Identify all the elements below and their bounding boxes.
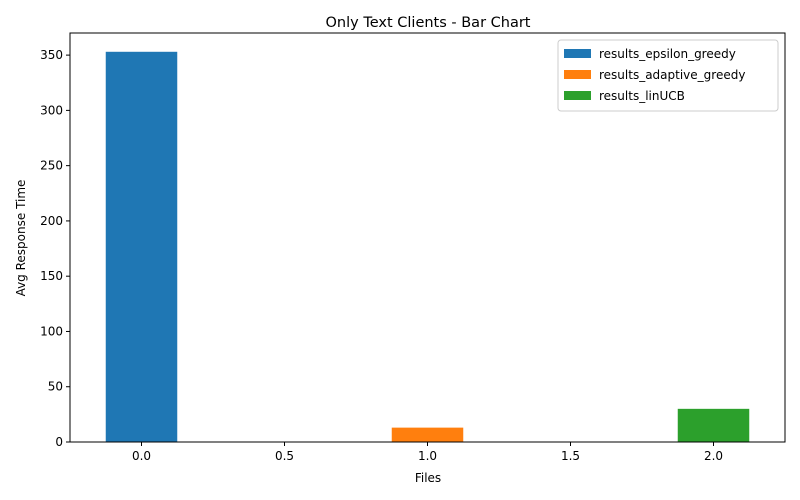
y-tick-label: 100 — [40, 324, 63, 338]
bar-results-epsilon-greedy — [105, 51, 178, 442]
x-tick-label: 1.0 — [418, 449, 437, 463]
plot-frame — [69, 32, 786, 443]
bars-group — [105, 51, 750, 442]
y-tick-label: 350 — [40, 48, 63, 62]
y-tick-label: 150 — [40, 269, 63, 283]
y-tick-label: 0 — [55, 435, 63, 449]
bar-results-adaptive-greedy — [391, 427, 464, 442]
y-tick-label: 250 — [40, 159, 63, 173]
legend-label: results_adaptive_greedy — [599, 68, 745, 82]
legend-swatch — [564, 91, 591, 100]
y-tick-label: 200 — [40, 214, 63, 228]
x-tick-label: 2.0 — [704, 449, 723, 463]
y-tick-label: 50 — [48, 380, 63, 394]
legend-box — [557, 39, 779, 112]
x-axis-label: Files — [415, 471, 441, 485]
bar-results-linUCB — [677, 408, 750, 442]
x-tick-label: 0.5 — [275, 449, 294, 463]
x-axis-ticks: 0.0 0.5 1.0 1.5 2.0 — [132, 442, 723, 463]
y-tick-label: 300 — [40, 103, 63, 117]
y-axis-label: Avg Response Time — [14, 180, 28, 297]
legend-label: results_epsilon_greedy — [599, 47, 736, 61]
chart-title: Only Text Clients - Bar Chart — [326, 15, 531, 31]
y-axis-ticks: 0 50 100 150 200 250 300 350 — [40, 48, 70, 449]
x-tick-label: 0.0 — [132, 449, 151, 463]
legend-label: results_linUCB — [599, 89, 685, 103]
x-tick-label: 1.5 — [561, 449, 580, 463]
legend: results_epsilon_greedy results_adaptive_g… — [557, 39, 779, 112]
legend-swatch — [564, 70, 591, 79]
legend-swatch — [564, 49, 591, 58]
